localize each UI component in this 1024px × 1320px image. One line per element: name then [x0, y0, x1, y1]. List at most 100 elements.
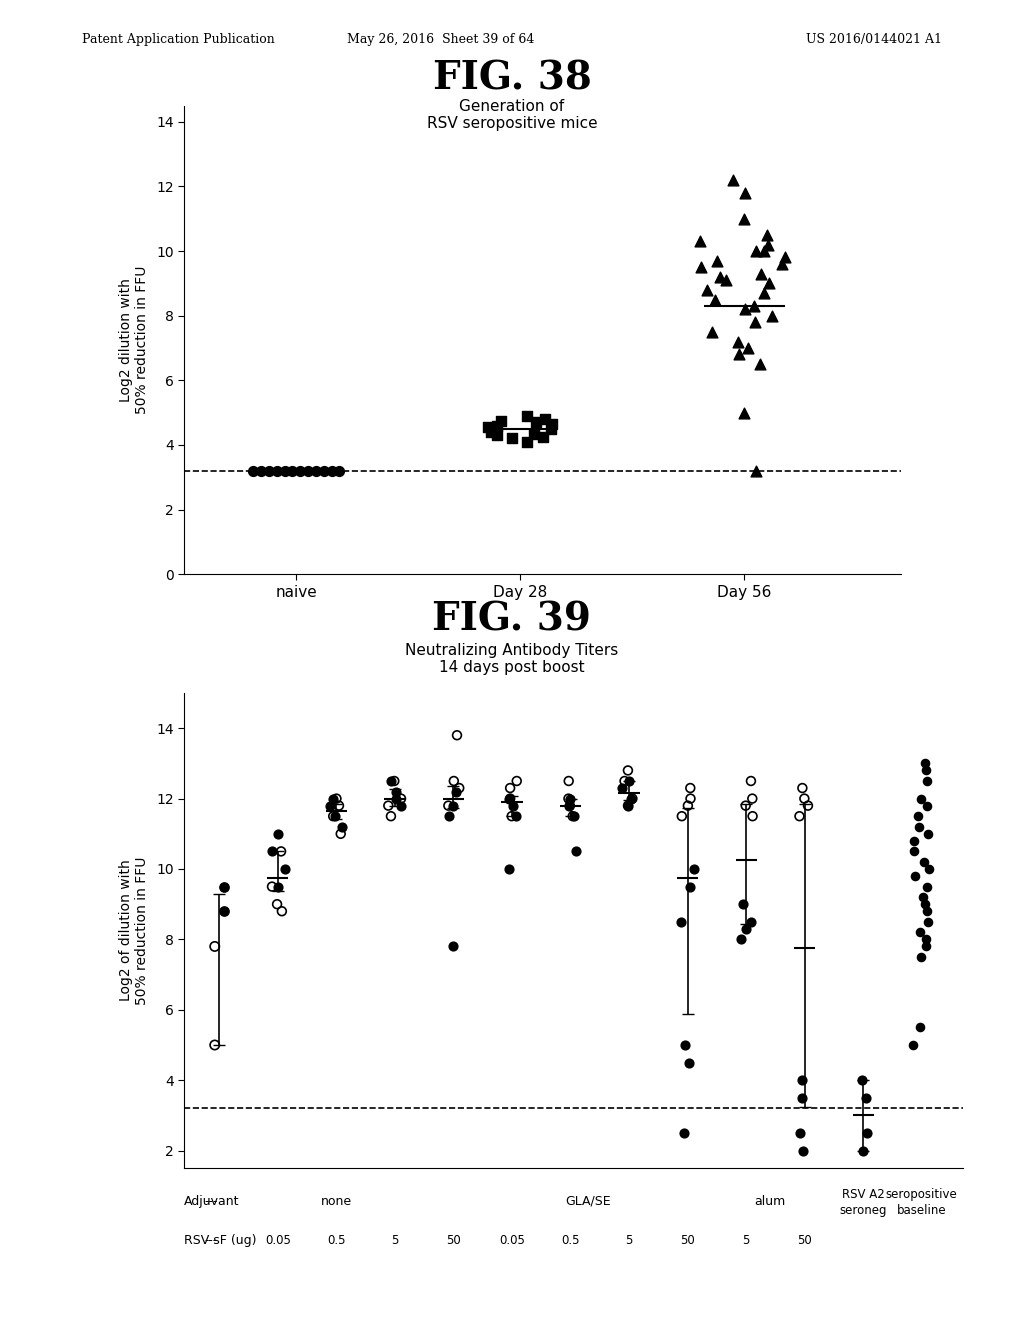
Point — [912, 1016, 929, 1038]
Text: 50: 50 — [446, 1234, 461, 1247]
Point — [333, 824, 349, 845]
Text: ---: --- — [204, 1195, 217, 1208]
Point — [315, 461, 332, 482]
Point — [537, 408, 553, 429]
Point — [387, 781, 403, 803]
Point — [270, 876, 287, 898]
Point — [693, 256, 710, 277]
Point — [718, 269, 734, 290]
Point — [800, 795, 816, 816]
Point — [383, 771, 399, 792]
Point — [792, 805, 808, 826]
Point — [681, 1052, 697, 1073]
Point — [623, 788, 639, 809]
Point — [565, 805, 582, 826]
Point — [440, 795, 457, 816]
Point — [764, 305, 780, 326]
Point — [261, 461, 278, 482]
Point — [216, 900, 232, 921]
Point — [504, 805, 520, 826]
Point — [912, 946, 929, 968]
Point — [380, 795, 396, 816]
Point — [325, 805, 341, 826]
Point — [737, 298, 754, 319]
Point — [699, 280, 716, 301]
Point — [794, 1088, 810, 1109]
Point — [393, 788, 410, 809]
Point — [921, 911, 937, 932]
Point — [388, 788, 404, 809]
Point — [707, 289, 723, 310]
Point — [447, 781, 464, 803]
Point — [731, 345, 748, 366]
Point — [451, 777, 467, 799]
Point — [705, 321, 721, 342]
Point — [323, 795, 339, 816]
Point — [216, 876, 232, 898]
Point — [561, 795, 578, 816]
Point — [740, 338, 757, 359]
Point — [445, 771, 462, 792]
Point — [746, 296, 763, 317]
Text: US 2016/0144021 A1: US 2016/0144021 A1 — [806, 33, 942, 46]
Point — [393, 795, 410, 816]
Point — [756, 240, 772, 261]
Point — [686, 858, 702, 879]
Point — [905, 841, 922, 862]
Text: 0.5: 0.5 — [328, 1234, 346, 1247]
Point — [682, 777, 698, 799]
Point — [269, 894, 286, 915]
Point — [527, 412, 544, 433]
Point — [245, 461, 261, 482]
Point — [526, 424, 543, 445]
Point — [915, 887, 932, 908]
Point — [752, 354, 768, 375]
Text: RSV A2
seroneg: RSV A2 seroneg — [840, 1188, 887, 1217]
Point — [759, 224, 775, 246]
Y-axis label: Log2 of dilution with
50% reduction in FFU: Log2 of dilution with 50% reduction in F… — [119, 857, 150, 1005]
Point — [519, 432, 536, 453]
Point — [616, 771, 633, 792]
Point — [292, 461, 308, 482]
Point — [268, 461, 285, 482]
Point — [744, 788, 761, 809]
Point — [509, 771, 525, 792]
Point — [253, 461, 269, 482]
Point — [674, 805, 690, 826]
Text: Neutralizing Antibody Titers
14 days post boost: Neutralizing Antibody Titers 14 days pos… — [406, 643, 618, 676]
Point — [207, 936, 223, 957]
Text: 5: 5 — [626, 1234, 633, 1247]
Point — [564, 805, 581, 826]
Point — [911, 816, 928, 837]
Point — [746, 312, 763, 333]
Point — [273, 900, 290, 921]
Point — [493, 411, 509, 432]
Point — [912, 921, 929, 942]
Point — [797, 788, 813, 809]
Text: seropositive
baseline: seropositive baseline — [886, 1188, 957, 1217]
Point — [712, 267, 728, 288]
Point — [505, 795, 521, 816]
Text: 5: 5 — [742, 1234, 750, 1247]
Point — [918, 752, 934, 774]
Point — [736, 209, 753, 230]
Point — [796, 1140, 812, 1162]
Point — [918, 760, 934, 781]
Text: 50: 50 — [680, 1234, 695, 1247]
Point — [913, 788, 930, 809]
Point — [916, 851, 933, 873]
Point — [544, 413, 560, 434]
Point — [682, 788, 698, 809]
Text: none: none — [321, 1195, 352, 1208]
Point — [264, 876, 281, 898]
Point — [737, 919, 754, 940]
Point — [736, 403, 753, 424]
Point — [276, 858, 293, 879]
Text: alum: alum — [754, 1195, 785, 1208]
Point — [677, 1035, 693, 1056]
Point — [480, 417, 497, 438]
Point — [919, 771, 935, 792]
Point — [272, 841, 289, 862]
Point — [501, 858, 517, 879]
Point — [916, 894, 933, 915]
